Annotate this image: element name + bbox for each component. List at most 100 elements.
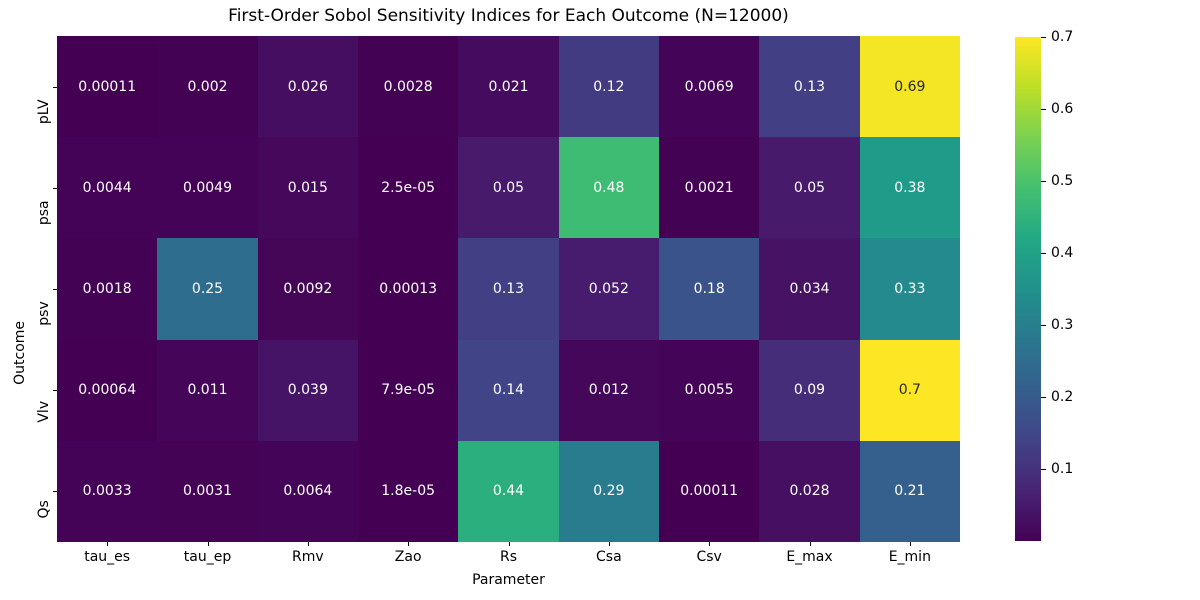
heatmap-cell-psa-Zao: 2.5e-05 xyxy=(357,137,459,239)
cell-value: 0.29 xyxy=(593,483,625,500)
x-tick-mark xyxy=(608,542,610,546)
colorbar-tick-mark xyxy=(1041,181,1046,182)
colorbar-tick-label-0.2: 0.2 xyxy=(1051,389,1074,405)
x-tick-label-E_max: E_max xyxy=(786,549,833,565)
colorbar-tick-label-0.7: 0.7 xyxy=(1051,29,1074,45)
y-axis-label: Outcome xyxy=(12,320,28,385)
cell-value: 0.7 xyxy=(898,382,921,399)
heatmap-cell-Vlv-E_min: 0.7 xyxy=(859,339,960,441)
cell-value: 0.034 xyxy=(789,280,830,297)
heatmap-cell-psv-tau_ep: 0.25 xyxy=(157,238,258,340)
heatmap-cell-Qs-tau_ep: 0.0031 xyxy=(157,440,258,542)
chart-title: First-Order Sobol Sensitivity Indices fo… xyxy=(228,6,789,26)
heatmap-cell-psv-E_max: 0.034 xyxy=(759,238,860,340)
cell-value: 0.09 xyxy=(793,382,826,399)
heatmap-cell-Vlv-Zao: 7.9e-05 xyxy=(357,339,459,441)
cell-value: 0.0055 xyxy=(684,382,734,399)
heatmap-cell-psv-Zao: 0.00013 xyxy=(357,238,459,340)
heatmap-cell-Vlv-Csa: 0.012 xyxy=(558,339,659,441)
colorbar-tick-mark xyxy=(1041,325,1046,326)
y-tick-label-psa: psa xyxy=(36,200,52,225)
cell-value: 7.9e-05 xyxy=(381,382,436,399)
cell-value: 0.69 xyxy=(894,78,926,95)
colorbar-tick-mark xyxy=(1041,109,1046,110)
cell-value: 0.13 xyxy=(793,78,826,95)
x-tick-label-Rmv: Rmv xyxy=(292,549,324,565)
colorbar-tick-label-0.6: 0.6 xyxy=(1051,101,1074,117)
colorbar-tick-label-0.3: 0.3 xyxy=(1051,317,1074,333)
heatmap-cell-psv-Rmv: 0.0092 xyxy=(257,238,358,340)
cell-value: 0.011 xyxy=(187,382,228,399)
cell-value: 0.026 xyxy=(287,78,328,95)
heatmap-cell-pLV-E_min: 0.69 xyxy=(859,36,960,138)
cell-value: 0.039 xyxy=(287,382,328,399)
cell-value: 0.00011 xyxy=(680,483,739,500)
x-tick-mark xyxy=(709,542,711,546)
heatmap-cell-pLV-Zao: 0.0028 xyxy=(357,36,459,138)
heatmap-cell-Qs-Rmv: 0.0064 xyxy=(257,440,358,542)
cell-value: 0.00013 xyxy=(379,280,438,297)
heatmap-cell-Vlv-Rs: 0.14 xyxy=(458,339,559,441)
heatmap-cell-pLV-tau_ep: 0.002 xyxy=(157,36,258,138)
heatmap-cell-Vlv-E_max: 0.09 xyxy=(759,339,860,441)
heatmap-cell-Qs-Rs: 0.44 xyxy=(458,440,559,542)
cell-value: 2.5e-05 xyxy=(381,179,436,196)
cell-value: 0.0092 xyxy=(283,280,333,297)
x-tick-label-Csa: Csa xyxy=(596,549,622,565)
y-tick-mark xyxy=(53,491,57,493)
x-tick-mark xyxy=(307,542,309,546)
cell-value: 0.002 xyxy=(187,78,228,95)
heatmap-cell-Vlv-tau_ep: 0.011 xyxy=(157,339,258,441)
heatmap-cell-psa-Rs: 0.05 xyxy=(458,137,559,239)
heatmap-cell-Vlv-Rmv: 0.039 xyxy=(257,339,358,441)
x-tick-mark xyxy=(408,542,410,546)
x-tick-mark xyxy=(809,542,811,546)
heatmap-cell-psv-Rs: 0.13 xyxy=(458,238,559,340)
heatmap-cell-psa-Csv: 0.0021 xyxy=(658,137,760,239)
y-tick-mark xyxy=(53,390,57,392)
heatmap-cell-Qs-E_min: 0.21 xyxy=(859,440,960,542)
y-tick-label-Qs: Qs xyxy=(36,500,52,519)
y-tick-label-psv: psv xyxy=(36,301,52,326)
heatmap-cell-psv-Csa: 0.052 xyxy=(558,238,659,340)
cell-value: 0.05 xyxy=(793,179,826,196)
cell-value: 0.021 xyxy=(488,78,529,95)
heatmap-grid: 0.00011 0.002 0.026 0.0028 0.021 0.12 0.0069 0.… xyxy=(57,36,960,542)
y-tick-mark xyxy=(53,289,57,290)
x-axis-label: Parameter xyxy=(472,572,545,588)
cell-value: 0.0033 xyxy=(82,483,132,500)
heatmap-cell-psa-E_max: 0.05 xyxy=(759,137,860,239)
heatmap-cell-Qs-Csa: 0.29 xyxy=(558,440,659,542)
cell-value: 0.0044 xyxy=(82,179,132,196)
heatmap-cell-psv-E_min: 0.33 xyxy=(859,238,960,340)
heatmap-cell-psv-Csv: 0.18 xyxy=(658,238,760,340)
cell-value: 0.14 xyxy=(492,382,525,399)
cell-value: 0.00011 xyxy=(78,78,137,95)
y-tick-label-Vlv: Vlv xyxy=(36,401,52,423)
x-tick-mark xyxy=(107,542,109,546)
cell-value: 0.12 xyxy=(593,78,625,95)
cell-value: 0.028 xyxy=(789,483,830,500)
x-tick-label-Rs: Rs xyxy=(499,549,518,565)
cell-value: 0.33 xyxy=(894,280,926,297)
cell-value: 0.0064 xyxy=(283,483,333,500)
x-tick-label-Zao: Zao xyxy=(394,549,422,565)
colorbar-tick-label-0.4: 0.4 xyxy=(1051,245,1074,261)
heatmap-cell-pLV-Rs: 0.021 xyxy=(458,36,559,138)
heatmap-cell-Vlv-tau_es: 0.00064 xyxy=(57,339,158,441)
heatmap-cell-psa-Rmv: 0.015 xyxy=(257,137,358,239)
cell-value: 0.0028 xyxy=(383,78,433,95)
cell-value: 0.0021 xyxy=(684,179,734,196)
cell-value: 1.8e-05 xyxy=(381,483,436,500)
colorbar-tick-label-0.1: 0.1 xyxy=(1051,461,1074,477)
heatmap-cell-pLV-Csa: 0.12 xyxy=(558,36,659,138)
heatmap-cell-psa-Csa: 0.48 xyxy=(558,137,659,239)
cell-value: 0.00064 xyxy=(78,382,137,399)
colorbar-tick-mark xyxy=(1041,397,1046,398)
heatmap-cell-psa-tau_es: 0.0044 xyxy=(57,137,158,239)
cell-value: 0.0018 xyxy=(82,280,132,297)
heatmap-cell-Qs-Zao: 1.8e-05 xyxy=(357,440,459,542)
cell-value: 0.38 xyxy=(894,179,926,196)
x-tick-label-Csv: Csv xyxy=(696,549,722,565)
x-tick-mark xyxy=(508,542,510,546)
